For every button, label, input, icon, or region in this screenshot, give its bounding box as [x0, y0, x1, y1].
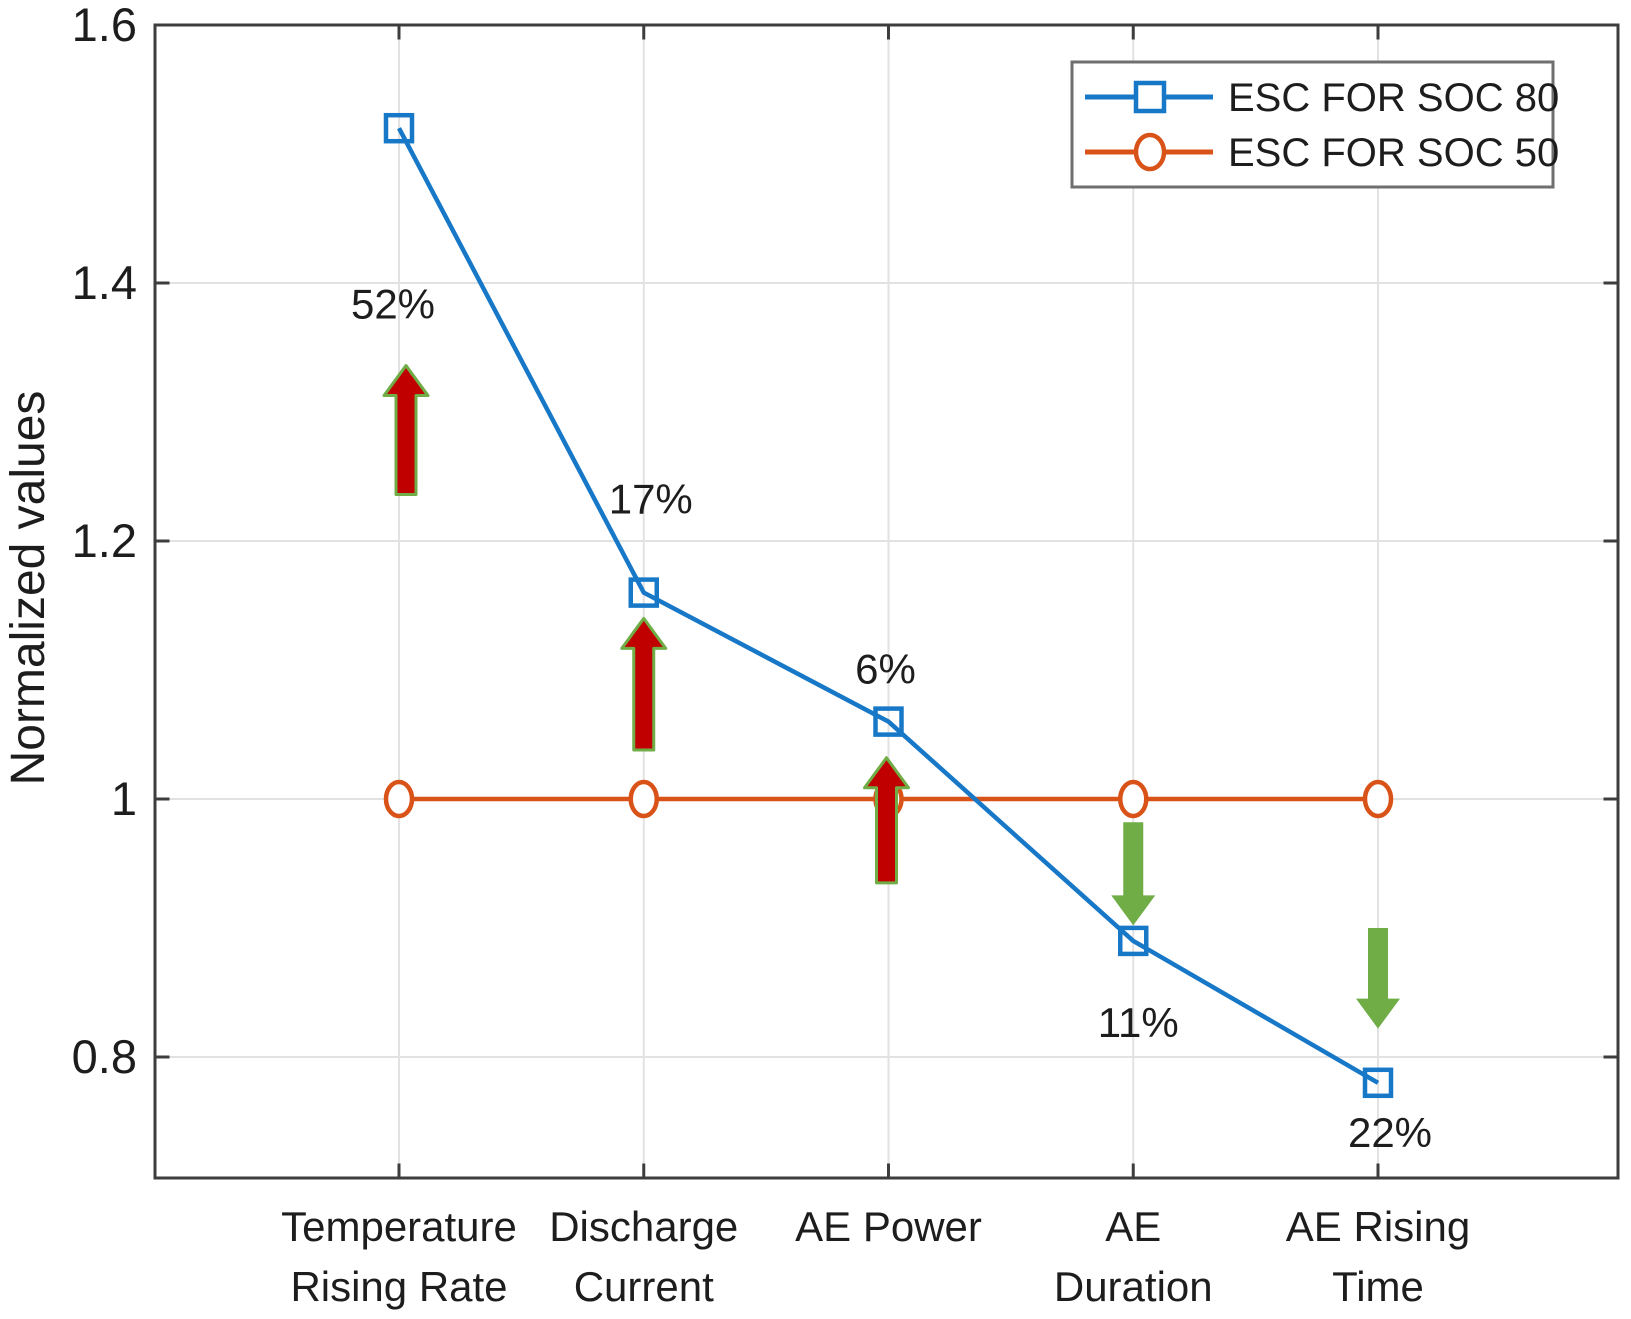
axes	[153, 23, 1620, 1180]
legend-square-marker	[1133, 80, 1167, 114]
square-marker	[1118, 925, 1149, 957]
grid-lines	[155, 25, 1618, 1178]
circle-marker	[1118, 779, 1149, 819]
circle-marker	[1362, 779, 1394, 819]
y-tick-label: 1.4	[72, 256, 137, 309]
circle-marker	[383, 779, 415, 819]
green-down-arrow	[1111, 822, 1156, 926]
y-tick-label: 1.6	[72, 0, 137, 51]
circle-marker	[628, 779, 659, 819]
green-down-arrow	[1356, 928, 1400, 1029]
x-tick-label: Time	[1332, 1263, 1424, 1310]
legend-label: ESC FOR SOC 50	[1228, 131, 1559, 175]
y-axis-title: Normalized values	[2, 391, 55, 786]
square-marker	[383, 112, 415, 144]
annotations: 52% 17% 6% 11% 22%	[351, 281, 1432, 1156]
x-tick-label: Current	[574, 1263, 714, 1310]
x-tick-label: AE Power	[795, 1203, 982, 1250]
x-tick-label: AE Rising	[1286, 1203, 1470, 1250]
x-tick-label: Temperature	[281, 1203, 517, 1250]
percent-label: 52%	[351, 281, 435, 328]
red-up-arrow	[863, 756, 910, 885]
legend: ESC FOR SOC 80 ESC FOR SOC 50	[1070, 60, 1559, 189]
square-marker	[628, 577, 659, 608]
x-tick-label: Rising Rate	[290, 1263, 507, 1310]
legend-label: ESC FOR SOC 80	[1228, 76, 1559, 120]
plot-border	[153, 23, 1620, 1180]
percent-label: 17%	[609, 475, 693, 522]
tick-labels: 1.6 1.4 1.2 1 0.8 Temperature Rising Rate Disch…	[72, 0, 1471, 1310]
x-tick-label: Duration	[1054, 1263, 1213, 1310]
y-tick-label: 1	[111, 772, 137, 825]
percent-label: 11%	[1098, 999, 1179, 1046]
legend-circle-marker	[1133, 132, 1167, 172]
y-tick-label: 1.2	[72, 514, 137, 567]
series-line-esc-for-soc-80	[397, 127, 1380, 1085]
y-tick-label: 0.8	[72, 1030, 137, 1083]
percent-label: 6%	[855, 646, 916, 693]
red-up-arrow	[620, 616, 668, 752]
square-marker	[1362, 1067, 1394, 1099]
percent-label: 22%	[1348, 1109, 1432, 1156]
square-marker	[873, 706, 904, 737]
red-up-arrow	[382, 364, 430, 497]
x-tick-label: Discharge	[549, 1203, 738, 1250]
x-tick-label: AE	[1105, 1203, 1161, 1250]
